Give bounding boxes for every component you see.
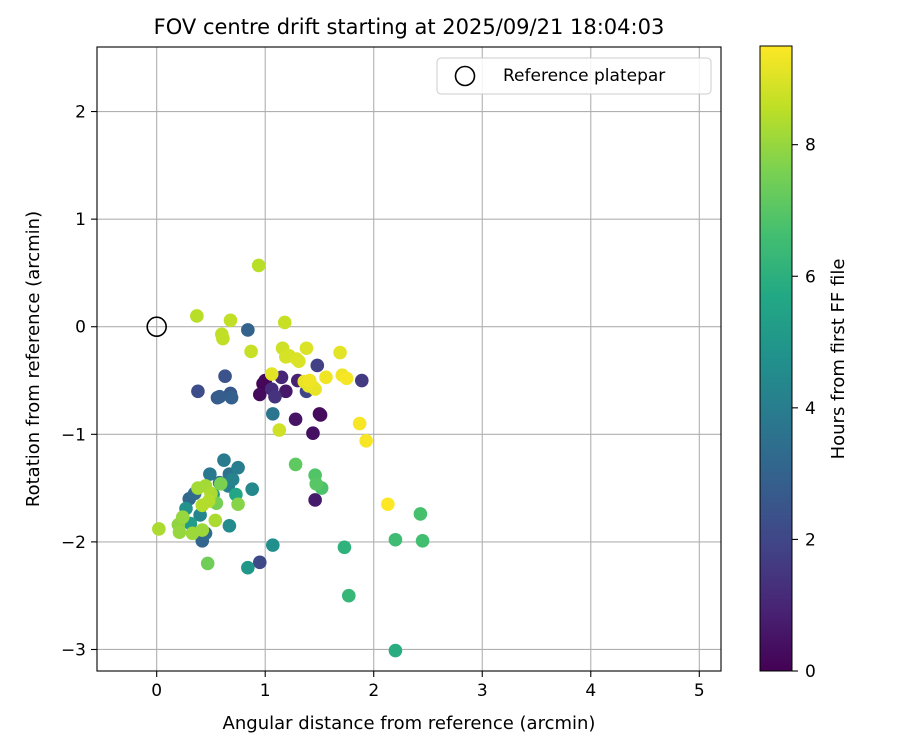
data-point [264, 367, 279, 381]
data-point [309, 477, 324, 491]
data-point [288, 412, 303, 427]
colorbar: 0 2 4 6 8 Hours from first FF file [759, 45, 849, 682]
data-point [252, 387, 267, 402]
colorbar-tick-label: 2 [805, 530, 816, 550]
colorbar-ticks: 0 2 4 6 8 [792, 136, 816, 682]
x-axis: 0 1 2 3 4 5 [151, 671, 705, 701]
y-tick-label: −1 [61, 425, 86, 445]
data-point [266, 538, 280, 552]
data-point [212, 389, 227, 404]
data-point [172, 525, 187, 540]
data-point [217, 453, 231, 467]
data-point [413, 507, 428, 521]
data-point [359, 433, 373, 448]
colorbar-tick-label: 8 [805, 136, 816, 156]
data-point [279, 384, 293, 399]
data-point [241, 323, 255, 337]
data-point [277, 315, 292, 330]
data-point [241, 560, 255, 575]
data-point [225, 472, 240, 487]
colorbar-tick-label: 4 [805, 399, 816, 419]
legend: Reference platepar [436, 57, 712, 95]
x-tick-label: 3 [477, 681, 488, 701]
reference-platepar-marker [146, 316, 167, 338]
data-point [213, 477, 228, 491]
data-point [381, 497, 395, 512]
data-point [337, 540, 352, 555]
points [152, 258, 430, 658]
plot-frame [96, 46, 722, 672]
y-tick-label: 2 [75, 103, 86, 123]
data-point [200, 556, 215, 571]
data-point [339, 371, 354, 386]
data-point [244, 344, 258, 359]
x-tick-label: 1 [260, 681, 271, 701]
x-tick-label: 4 [585, 681, 596, 701]
data-point [333, 345, 347, 360]
colorbar-tick-label: 6 [805, 267, 816, 287]
y-axis-label: Rotation from reference (arcmin) [23, 211, 44, 507]
data-point [191, 384, 205, 399]
x-tick-label: 2 [368, 681, 379, 701]
data-point [352, 416, 367, 431]
legend-label: Reference platepar [503, 66, 665, 86]
data-point [354, 373, 369, 388]
data-point [313, 408, 328, 422]
data-point [208, 513, 223, 528]
x-tick-label: 0 [151, 681, 162, 701]
colorbar-gradient [759, 45, 793, 672]
y-tick-label: 1 [75, 210, 86, 230]
x-axis-label: Angular distance from reference (arcmin) [223, 713, 596, 734]
data-point [152, 522, 166, 536]
y-tick-label: −3 [61, 640, 86, 660]
data-point [231, 460, 245, 475]
data-point [223, 313, 238, 328]
data-point [222, 518, 237, 533]
data-point [203, 467, 217, 481]
data-point [292, 354, 306, 368]
y-tick-label: −2 [61, 533, 86, 553]
data-point [310, 358, 325, 373]
data-point [319, 370, 333, 385]
data-point [216, 331, 230, 346]
data-point [252, 555, 267, 570]
y-tick-label: 0 [75, 318, 86, 338]
data-point [302, 373, 317, 388]
x-tick-label: 5 [694, 681, 705, 701]
data-point [272, 423, 287, 437]
data-point [224, 390, 239, 405]
data-point [251, 258, 266, 273]
data-point [288, 457, 303, 472]
colorbar-tick-label: 0 [805, 662, 816, 682]
colorbar-label: Hours from first FF file [828, 259, 849, 460]
chart-title: FOV centre drift starting at 2025/09/21 … [154, 15, 665, 39]
data-point [341, 588, 356, 603]
data-point [388, 532, 403, 547]
data-point [266, 407, 280, 421]
y-axis: −3 −2 −1 0 1 2 [61, 103, 97, 660]
data-point [299, 341, 314, 356]
data-point [218, 369, 232, 384]
data-point [231, 497, 245, 512]
data-point [195, 523, 210, 537]
data-point [308, 493, 322, 507]
data-point [388, 643, 403, 658]
data-point [268, 389, 282, 404]
legend-box [436, 57, 712, 95]
data-point [245, 482, 259, 496]
data-point [306, 426, 320, 441]
data-point [190, 309, 204, 323]
data-point [175, 510, 190, 524]
data-point [415, 534, 430, 548]
legend-marker [454, 65, 476, 87]
data-point [201, 494, 216, 508]
